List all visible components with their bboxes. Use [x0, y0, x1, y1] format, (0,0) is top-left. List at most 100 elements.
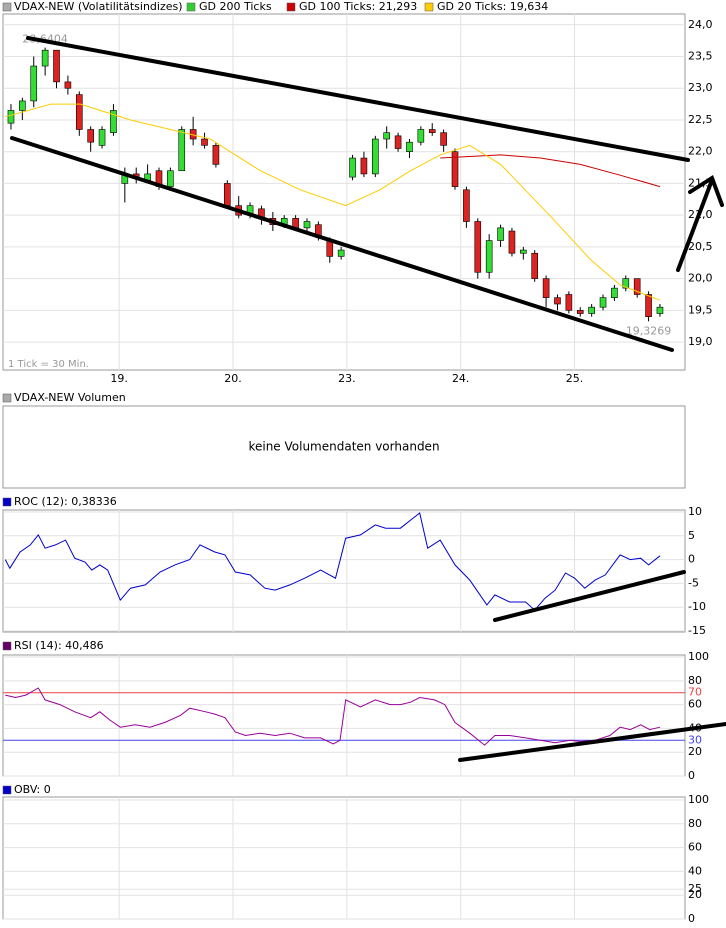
legend-swatch [2, 641, 12, 651]
candle-body [64, 81, 72, 89]
y-tick-label: 0 [688, 912, 695, 925]
legend-label: GD 20 Ticks: 19,634 [437, 0, 548, 13]
y-tick-label: 0 [688, 553, 695, 566]
y-tick-label: 24,0 [688, 18, 713, 31]
plot-frame [2, 509, 686, 633]
candle-body [417, 129, 425, 143]
candle-body [383, 132, 390, 140]
candle-body [110, 110, 117, 133]
panel-title: OBV: 0 [14, 783, 51, 796]
moving-average [5, 103, 661, 301]
candle-body [474, 221, 482, 273]
candle-body [87, 129, 94, 143]
trend-line [26, 36, 690, 162]
candle-body [485, 240, 493, 273]
trend-line [493, 570, 686, 622]
candle-body [656, 306, 664, 314]
candle-body [542, 278, 550, 298]
trend-line [10, 136, 674, 352]
y-tick-label: 19,5 [688, 303, 713, 316]
x-tick-label: 20. [224, 372, 242, 385]
trend-line [458, 722, 726, 762]
candle-body [565, 294, 573, 311]
reference-label: 30 [688, 733, 702, 746]
candle-body [576, 310, 584, 314]
candle-body [75, 94, 83, 130]
panel-title: VDAX-NEW (Volatilitätsindizes) [14, 0, 183, 13]
legend-swatch [2, 785, 12, 795]
y-tick-label: 5 [688, 529, 695, 542]
legend-label: GD 200 Ticks [199, 0, 272, 13]
candle-body [201, 138, 208, 146]
candle-body [212, 145, 220, 165]
candle-body [326, 240, 334, 257]
candle-body [98, 129, 106, 146]
indicator-line [4, 512, 661, 611]
y-tick-label: 23,5 [688, 50, 713, 63]
candle-body [611, 287, 618, 298]
legend-swatch [2, 2, 12, 12]
candle-body [19, 100, 26, 111]
candle-body [508, 230, 516, 254]
y-tick-label: 100 [688, 650, 709, 663]
y-tick-label: 20,0 [688, 272, 713, 285]
y-tick-label: 23,0 [688, 81, 713, 94]
panel-title: VDAX-NEW Volumen [14, 391, 126, 404]
y-tick-label: -10 [688, 600, 706, 613]
y-tick-label: 60 [688, 841, 702, 854]
candle-body [520, 249, 527, 254]
y-tick-label: 60 [688, 698, 702, 711]
candle-body [7, 110, 15, 124]
panel-title: RSI (14): 40,486 [14, 639, 104, 652]
candle-body [337, 249, 345, 257]
annotation: 19,3269 [626, 324, 672, 337]
y-tick-label: 10 [688, 505, 702, 518]
candle-body [223, 183, 231, 206]
indicator-line [5, 687, 661, 746]
candle-body [645, 294, 652, 317]
panel-title: ROC (12): 0,38336 [14, 495, 117, 508]
legend-swatch [424, 2, 434, 12]
candle-body [406, 141, 413, 153]
y-tick-label: 0 [688, 769, 695, 782]
candle-body [53, 49, 60, 83]
y-tick-label: -5 [688, 576, 699, 589]
plot-frame [2, 13, 686, 371]
x-tick-label: 23. [338, 372, 356, 385]
candle-body [622, 278, 630, 289]
legend-swatch [2, 497, 12, 507]
legend-swatch [186, 2, 196, 12]
candle-body [588, 306, 595, 314]
x-tick-label: 19. [110, 372, 128, 385]
candle-body [303, 221, 311, 229]
y-tick-label: 22,5 [688, 113, 713, 126]
candle-body [349, 157, 356, 178]
y-tick-label: 80 [688, 817, 702, 830]
x-tick-label: 25. [566, 372, 584, 385]
candle-body [41, 49, 49, 67]
y-tick-label: 20,5 [688, 240, 713, 253]
candle-body [360, 157, 368, 175]
y-tick-label: 25 [688, 882, 702, 895]
y-tick-label: 80 [688, 674, 702, 687]
candle-body [633, 278, 641, 295]
y-tick-label: 20 [688, 745, 702, 758]
y-tick-label: 22,0 [688, 145, 713, 158]
candle-body [463, 189, 470, 222]
trend-lines [10, 36, 726, 762]
x-tick-label: 24. [452, 372, 470, 385]
legend-swatch [286, 2, 296, 12]
legend-label: GD 100 Ticks: 21,293 [299, 0, 417, 13]
y-tick-label: 100 [688, 793, 709, 806]
candle-body [554, 297, 561, 305]
candle-body [531, 252, 539, 279]
moving-average [440, 154, 661, 188]
candle-body [440, 132, 447, 146]
note: 1 Tick = 30 Min. [8, 359, 89, 370]
arrow [676, 178, 714, 272]
reference-label: 70 [688, 686, 702, 699]
candle-body [599, 297, 607, 308]
message: keine Volumendaten vorhanden [248, 440, 439, 454]
